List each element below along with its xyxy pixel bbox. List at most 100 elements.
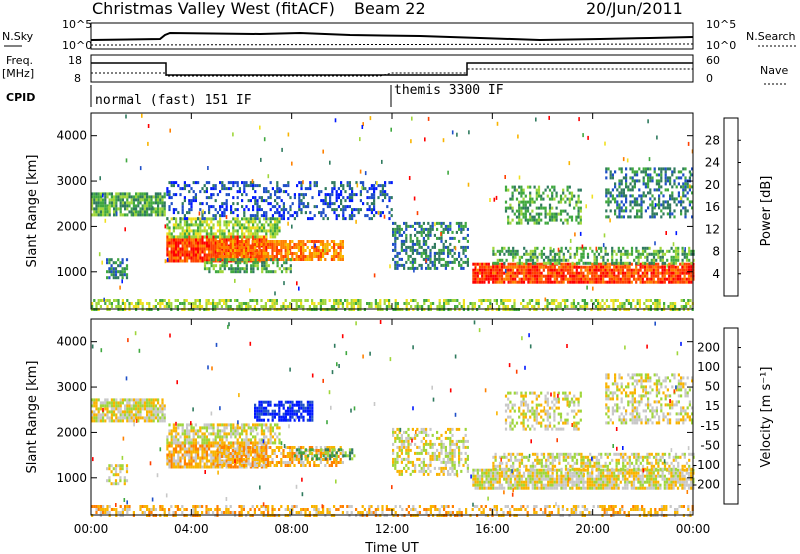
power-cell [669,167,672,171]
power-cell [348,217,351,221]
power-cell [641,274,644,278]
power-cell [269,220,272,224]
power-cell [254,258,257,262]
power-cell [225,243,228,246]
power-cell [575,271,578,275]
power-cell [681,271,684,275]
power-cell [626,249,629,253]
power-cell [620,170,623,174]
power-scatter-cell [298,286,300,291]
power-cell [183,181,186,185]
velocity-cell [137,404,140,408]
power-cell [503,277,506,281]
velocity-cell [143,416,146,420]
velocity-cell [121,401,124,405]
power-cell [674,302,677,305]
power-cell [489,265,493,269]
power-cell [236,305,239,308]
power-cell [507,206,510,210]
velocity-cell [168,462,171,466]
velocity-cell [197,465,200,469]
power-cell [626,271,629,275]
velocity-cell [183,444,186,448]
power-cell [518,280,521,284]
power-scatter-cell [355,219,357,224]
power-cell [396,227,399,231]
power-cell [411,263,414,267]
power-cell [544,209,547,213]
power-cell [179,193,182,197]
velocity-cell [212,450,215,454]
power-cell [641,265,644,269]
power-cell [194,193,197,197]
power-cell [394,302,397,305]
power-cell [284,255,287,258]
power-cell [679,268,682,272]
power-cell [186,211,189,215]
power-cell [496,249,499,253]
power-scatter-cell [124,227,126,232]
velocity-cell [192,465,195,469]
power-cell [584,274,587,278]
power-cell [411,248,414,252]
power-cell [236,238,239,242]
power-cell [212,184,215,188]
power-cell [247,208,250,212]
power-cell [661,265,664,269]
power-cell [240,243,243,246]
power-cell [258,246,261,249]
power-cell [684,215,687,219]
velocity-cell [170,450,173,454]
velocity-cell [241,447,244,451]
power-cell [205,256,208,260]
power-cell [619,277,622,281]
power-cell [260,196,263,200]
power-cell [269,223,272,227]
power-scatter-cell [658,250,661,255]
power-cell [243,214,246,218]
power-cell [625,182,628,186]
power-scatter-cell [553,248,555,253]
power-cell [364,187,367,191]
power-cell [536,255,539,259]
power-cell [507,188,510,192]
velocity-cell [168,465,171,469]
power-cell [221,232,224,236]
velocity-cell [245,450,248,454]
power-cell [661,268,664,272]
power-cell [580,255,583,259]
velocity-cell [236,465,239,469]
power-cell [236,214,239,218]
power-cell [625,173,628,177]
power-cell [526,206,530,210]
power-cell [529,262,532,266]
power-cell [247,249,250,252]
power-cell [110,204,113,208]
power-cell [535,302,538,305]
power-cell [199,202,202,206]
velocity-cell [114,467,118,471]
power-cell [652,271,655,275]
power-cell [282,246,285,249]
power-cell [355,181,358,185]
power-cell [568,191,571,195]
power-cell [520,209,523,213]
power-cell [322,246,325,249]
power-cell [223,211,226,215]
velocity-cell [168,459,171,463]
power-cell [582,252,585,256]
power-cell [212,223,215,227]
velocity-cell [152,413,155,417]
power-cell [511,271,515,275]
power-cell [686,209,689,213]
power-cell [263,199,266,203]
power-cell [533,200,536,204]
power-cell [522,299,525,302]
nsky-axes [90,22,694,50]
power-cell [398,251,401,255]
power-cell [124,305,127,308]
velocity-cell [119,467,122,471]
power-cell [629,194,632,198]
power-cell [617,268,620,272]
